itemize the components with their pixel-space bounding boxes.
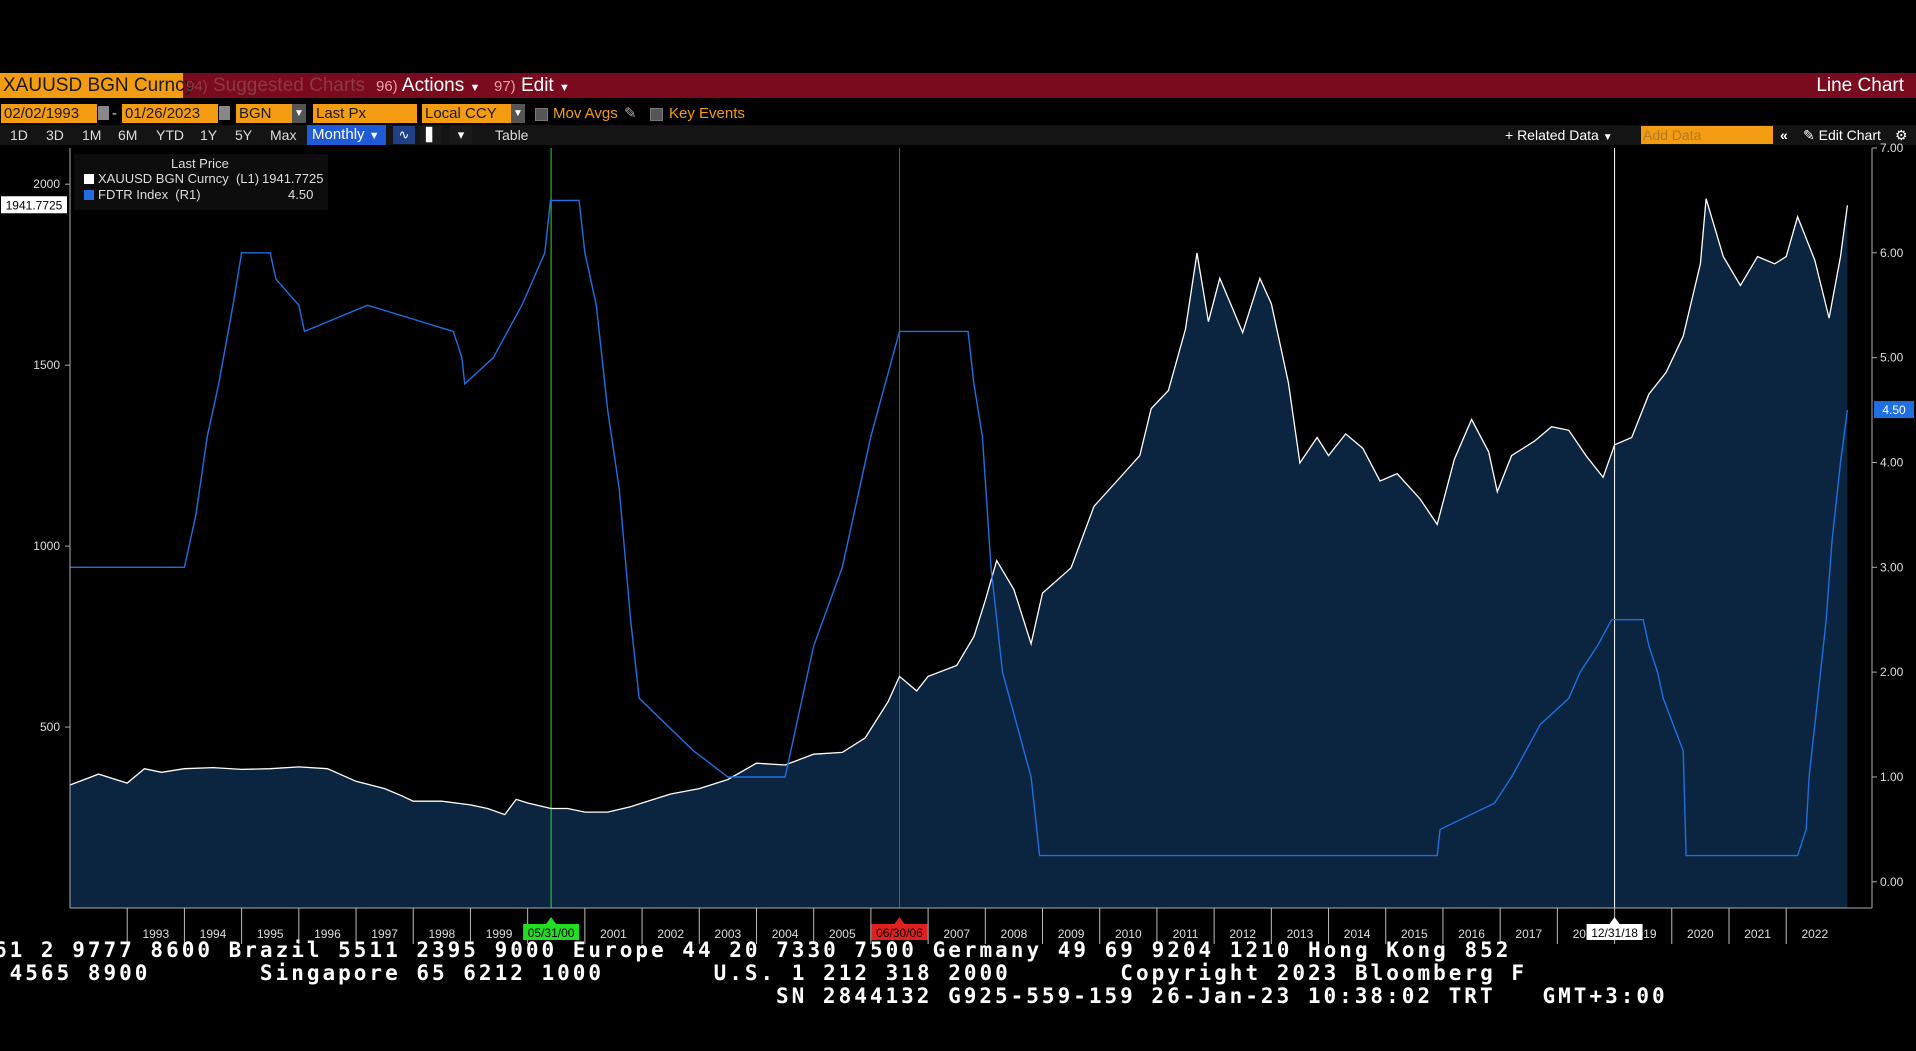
legend-name-gold: XAUUSD BGN Curncy (L1)	[98, 171, 260, 186]
period-1m[interactable]: 1M	[82, 127, 102, 143]
edit-label: Edit	[520, 75, 554, 96]
right-tick-label-4: 4.00	[1880, 455, 1904, 469]
suggested-charts-number: 94)	[186, 78, 208, 95]
event-marker-box-2	[1586, 924, 1643, 940]
left-tick-label-1: 1000	[33, 539, 60, 553]
right-tick-label-1: 1.00	[1880, 770, 1904, 784]
period-row: 1D 3D 1M 6M YTD 1Y 5Y Max Monthly ▼ ∿ ▋ …	[0, 125, 1916, 145]
controls-row: 02/02/1993 - 01/26/2023 BGN ▼ Last Px Lo…	[0, 104, 1916, 124]
field-select[interactable]: Last Px	[313, 104, 417, 123]
key-events-label[interactable]: Key Events	[669, 105, 745, 122]
calendar-icon[interactable]	[219, 106, 230, 120]
currency-select[interactable]: Local CCY	[422, 104, 512, 123]
x-tick-label-25: 2018	[1573, 927, 1600, 941]
chevron-down-icon: ▼	[1602, 132, 1613, 143]
pencil-icon: ✎	[1803, 127, 1815, 143]
chevron-down-icon[interactable]: ▾	[450, 126, 472, 144]
fed-funds-line	[70, 199, 1849, 857]
pencil-icon[interactable]: ✎	[624, 105, 637, 122]
x-tick-label-24: 2017	[1515, 927, 1542, 941]
legend-value-fdtr: 4.50	[288, 187, 314, 202]
frequency-label: Monthly	[312, 126, 365, 143]
edit-menu-button[interactable]: 97) Edit ▼	[494, 73, 570, 98]
end-date-field[interactable]: 01/26/2023	[122, 104, 218, 123]
chevron-down-icon: ▼	[559, 82, 570, 94]
right-last-value-label: 4.50	[1882, 403, 1906, 417]
chevron-down-icon: ▼	[368, 130, 380, 142]
line-chart-icon[interactable]: ∿	[393, 126, 415, 144]
x-tick-label-27: 2020	[1687, 927, 1714, 941]
legend: Last Price XAUUSD BGN Curncy (L1) 1941.7…	[74, 154, 328, 210]
right-tick-label-5: 5.00	[1880, 351, 1904, 365]
footer-line-1: 61 2 9777 8600 Brazil 5511 2395 9000 Eur…	[0, 938, 1512, 962]
left-tick-label-3: 2000	[33, 177, 60, 191]
legend-swatch-fdtr	[84, 190, 94, 200]
footer-line-3: SN 2844132 G925-559-159 26-Jan-23 10:38:…	[776, 984, 1668, 1008]
period-max[interactable]: Max	[270, 127, 297, 143]
left-tick-label-0: 500	[40, 720, 60, 734]
chevron-down-icon[interactable]: ▼	[511, 104, 525, 123]
add-data-input[interactable]: Add Data	[1641, 126, 1773, 144]
event-marker-arrow-2	[1609, 917, 1620, 924]
legend-name-fdtr: FDTR Index (R1)	[98, 187, 201, 202]
x-tick-label-26: 2019	[1630, 927, 1657, 941]
chevron-down-icon[interactable]: ▼	[292, 104, 306, 123]
key-events-checkbox[interactable]	[650, 108, 663, 121]
event-marker-arrow-1	[894, 917, 905, 924]
mov-avgs-checkbox[interactable]	[535, 108, 548, 121]
period-1d[interactable]: 1D	[10, 127, 28, 143]
security-ticker[interactable]: XAUUSD BGN Curncy	[0, 73, 194, 98]
chart-type-label[interactable]: Line Chart	[1816, 75, 1904, 96]
legend-value-gold: 1941.7725	[262, 171, 324, 186]
actions-menu-button[interactable]: 96) Actions ▼	[376, 73, 480, 98]
edit-chart-button[interactable]: ✎ Edit Chart	[1803, 125, 1881, 145]
left-tick-label-2: 1500	[33, 358, 60, 372]
source-select[interactable]: BGN	[236, 104, 292, 123]
legend-header: Last Price	[171, 156, 229, 171]
date-separator: -	[112, 105, 117, 122]
actions-label: Actions	[401, 75, 465, 96]
right-last-value-box	[1874, 401, 1914, 419]
footer-line-2: 4565 8900 Singapore 65 6212 1000 U.S. 1 …	[0, 961, 1528, 985]
edit-chart-label: Edit Chart	[1818, 127, 1881, 143]
period-6m[interactable]: 6M	[118, 127, 138, 143]
period-1y[interactable]: 1Y	[200, 127, 218, 143]
right-tick-label-6: 6.00	[1880, 246, 1904, 260]
gold-area-fill	[70, 198, 1848, 908]
related-data-label: + Related Data	[1505, 127, 1599, 143]
event-marker-label-2: 12/31/18	[1591, 926, 1638, 940]
suggested-charts-button[interactable]: 94) Suggested Charts	[186, 73, 365, 98]
related-data-button[interactable]: + Related Data ▼	[1505, 125, 1613, 145]
mov-avgs-label[interactable]: Mov Avgs	[553, 105, 618, 122]
gear-icon[interactable]: ⚙	[1895, 127, 1908, 143]
period-3d[interactable]: 3D	[46, 127, 64, 143]
x-tick-label-29: 2022	[1801, 927, 1828, 941]
chart-toolbar: XAUUSD BGN Curncy 94) Suggested Charts 9…	[0, 73, 1916, 98]
bar-chart-icon[interactable]: ▋	[420, 126, 442, 144]
start-date-field[interactable]: 02/02/1993	[1, 104, 97, 123]
frequency-select[interactable]: Monthly ▼	[307, 125, 386, 145]
right-tick-label-0: 0.00	[1880, 875, 1904, 889]
chevron-down-icon: ▼	[469, 82, 481, 94]
gold-price-line	[69, 198, 1849, 816]
suggested-charts-label: Suggested Charts	[212, 75, 366, 96]
actions-number: 96)	[376, 78, 398, 95]
calendar-icon[interactable]	[98, 106, 109, 120]
edit-number: 97)	[494, 78, 516, 95]
left-last-value-label: 1941.7725	[6, 198, 63, 212]
period-ytd[interactable]: YTD	[156, 127, 184, 143]
left-last-value-box	[1, 196, 67, 214]
right-tick-label-3: 3.00	[1880, 560, 1904, 574]
collapse-icon[interactable]: «	[1780, 127, 1788, 143]
legend-swatch-gold	[84, 174, 94, 184]
x-tick-label-28: 2021	[1744, 927, 1771, 941]
period-5y[interactable]: 5Y	[235, 127, 253, 143]
table-button[interactable]: Table	[495, 127, 529, 143]
right-tick-label-2: 2.00	[1880, 665, 1904, 679]
event-marker-arrow-0	[546, 917, 557, 924]
